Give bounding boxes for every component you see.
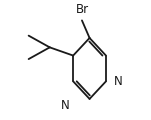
Text: Br: Br — [76, 3, 89, 16]
Text: N: N — [114, 75, 123, 88]
Text: N: N — [61, 99, 69, 112]
